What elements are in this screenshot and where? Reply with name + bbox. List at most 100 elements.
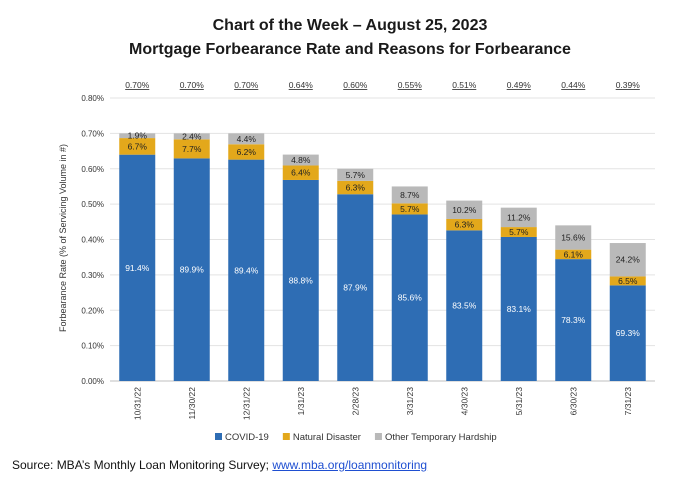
bar-segment	[391, 214, 428, 381]
segment-label: 5.7%	[509, 227, 529, 237]
bar-segment	[282, 179, 319, 381]
bar-segment	[173, 133, 210, 140]
legend-swatch	[374, 433, 382, 440]
y-tick-label: 0.50%	[81, 200, 104, 209]
segment-label: 4.4%	[237, 134, 257, 144]
bar-segment	[119, 133, 156, 139]
x-tick-label: 5/31/23	[514, 387, 524, 416]
segment-label: 8.7%	[400, 190, 420, 200]
bar-segment	[446, 200, 483, 219]
bar-segment	[555, 225, 592, 250]
bar-total-label: 0.51%	[452, 80, 477, 90]
segment-label: 6.2%	[237, 147, 257, 157]
segment-label: 24.2%	[616, 255, 641, 265]
source-note: Source: MBA’s Monthly Loan Monitoring Su…	[12, 458, 427, 472]
source-text: Source: MBA’s Monthly Loan Monitoring Su…	[12, 458, 273, 472]
x-axis-ticks: 10/31/22 11/30/22 12/31/22 1/31/23 2/28/23 3/…	[132, 387, 633, 420]
bar-segment	[391, 203, 428, 215]
bar-segment	[119, 154, 156, 381]
segment-label: 69.3%	[616, 328, 641, 338]
segment-label: 15.6%	[561, 232, 586, 242]
segment-label: 88.8%	[289, 275, 314, 285]
y-tick-label: 0.40%	[81, 236, 104, 245]
legend-swatch	[282, 433, 290, 440]
bar-segment	[337, 168, 374, 181]
source-link[interactable]: www.mba.org/loanmonitoring	[272, 458, 428, 472]
bar-segment	[228, 133, 265, 145]
y-axis-ticks: 0.00% 0.10% 0.20% 0.30% 0.40% 0.50% 0.60% 0.70%…	[81, 94, 104, 386]
bar-total-label: 0.39%	[616, 80, 641, 90]
segment-label: 83.5%	[452, 301, 477, 311]
bar-total-label: 0.70%	[234, 80, 259, 90]
legend-label: Natural Disaster	[293, 432, 361, 443]
segment-label: 4.8%	[291, 155, 311, 165]
segment-label: 6.3%	[455, 220, 475, 230]
bar-total-label: 0.44%	[561, 80, 586, 90]
segment-label: 5.7%	[346, 170, 366, 180]
bar-total-label: 0.49%	[507, 80, 532, 90]
bar-segment	[119, 138, 156, 155]
y-axis-label: Forbearance Rate (% of Servicing Volume …	[58, 144, 68, 332]
bars: 91.4% 6.7%1.9% 89.9% 7.7% 2.4% 89.4% 6.2% 4.4% 8…	[119, 131, 646, 381]
bar-totals: 0.70% 0.70% 0.70% 0.64% 0.60% 0.55% 0.51% 0.49%…	[125, 80, 640, 90]
bar-segment	[500, 227, 537, 237]
segment-label: 1.9%	[128, 131, 148, 141]
bar-segment	[446, 218, 483, 231]
x-tick-label: 11/30/22	[187, 387, 197, 420]
segment-label: 6.7%	[128, 141, 148, 151]
y-tick-label: 0.60%	[81, 165, 104, 174]
segment-label: 89.4%	[234, 265, 259, 275]
y-tick-label: 0.70%	[81, 129, 104, 138]
y-tick-label: 0.30%	[81, 271, 104, 280]
bar-segment	[609, 243, 646, 277]
segment-label: 6.3%	[346, 183, 366, 193]
legend-swatch	[215, 433, 222, 440]
segment-label: 85.6%	[398, 293, 423, 303]
segment-label: 5.7%	[400, 204, 420, 214]
y-tick-label: 0.00%	[81, 377, 104, 386]
bar-segment	[173, 158, 210, 381]
bar-segment	[609, 276, 646, 286]
forbearance-chart: Chart of the Week – August 25, 2023 Mort…	[58, 17, 655, 443]
bar-segment	[555, 259, 592, 381]
bar-segment	[228, 144, 265, 160]
bar-segment	[337, 180, 374, 195]
x-tick-label: 12/31/22	[241, 387, 251, 420]
segment-label: 6.4%	[291, 168, 311, 178]
chart-title: Chart of the Week – August 25, 2023	[213, 17, 488, 34]
segment-label: 2.4%	[182, 131, 202, 141]
segment-label: 78.3%	[561, 315, 586, 325]
segment-label: 6.1%	[564, 249, 584, 259]
legend: COVID-19 Natural Disaster Other Temporary …	[215, 432, 497, 443]
bar-segment	[446, 230, 483, 381]
x-tick-label: 3/31/23	[405, 387, 415, 416]
bar-segment	[555, 249, 592, 260]
x-tick-label: 10/31/22	[132, 387, 142, 420]
bar-total-label: 0.60%	[343, 80, 368, 90]
segment-label: 87.9%	[343, 283, 368, 293]
x-tick-label: 2/28/23	[350, 387, 360, 416]
bar-segment	[609, 285, 646, 381]
bar-segment	[282, 165, 319, 180]
bar-total-label: 0.70%	[180, 80, 205, 90]
segment-label: 7.7%	[182, 144, 202, 154]
x-tick-label: 4/30/23	[459, 387, 469, 416]
y-tick-label: 0.20%	[81, 306, 104, 315]
bar-segment	[228, 159, 265, 381]
x-tick-label: 1/31/23	[296, 387, 306, 416]
bar-segment	[500, 207, 537, 228]
bar-total-label: 0.55%	[398, 80, 423, 90]
bar-segment	[391, 186, 428, 204]
bar-segment	[337, 194, 374, 381]
bar-segment	[500, 236, 537, 381]
segment-label: 10.2%	[452, 205, 477, 215]
segment-label: 11.2%	[507, 212, 531, 222]
legend-label: Other Temporary Hardship	[385, 432, 497, 443]
bar-total-label: 0.64%	[289, 80, 314, 90]
y-tick-label: 0.10%	[81, 342, 104, 351]
segment-label: 89.9%	[180, 265, 205, 275]
y-tick-label: 0.80%	[81, 94, 104, 103]
segment-label: 91.4%	[125, 263, 150, 273]
x-tick-label: 6/30/23	[568, 387, 578, 416]
segment-label: 83.1%	[507, 304, 532, 314]
